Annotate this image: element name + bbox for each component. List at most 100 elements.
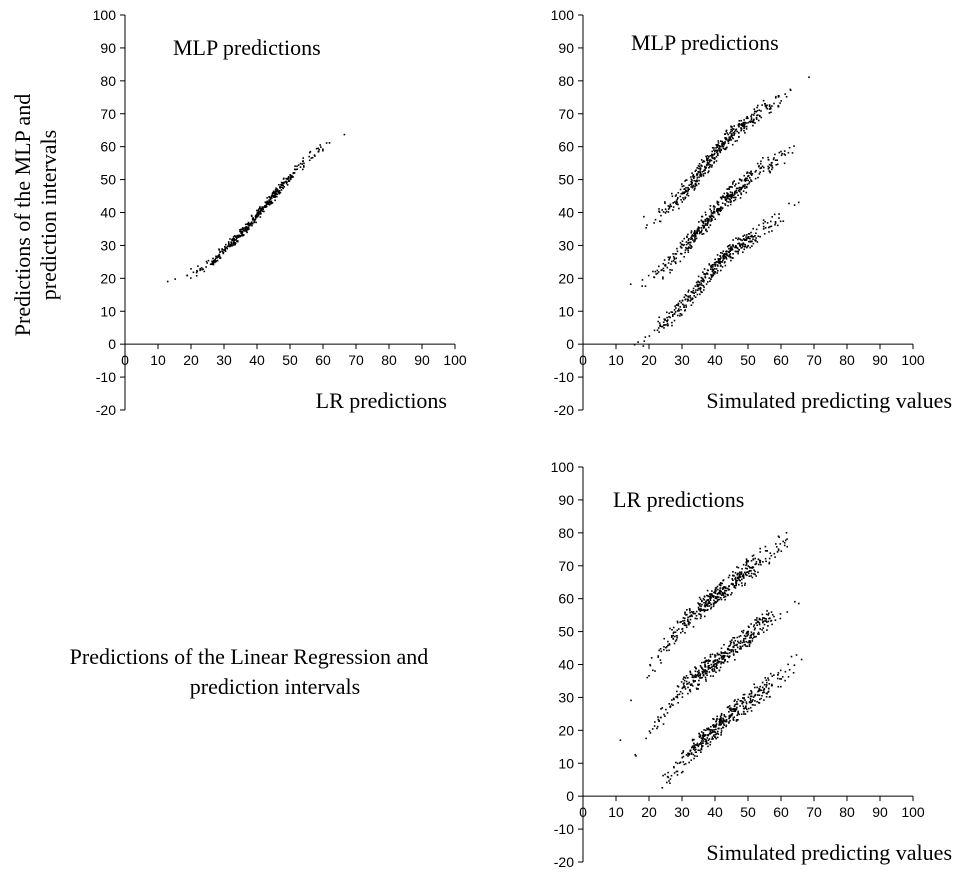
scatter-point: [654, 670, 656, 672]
scatter-point: [703, 160, 706, 163]
x-axis-label: Simulated predicting values: [706, 388, 952, 413]
scatter-point: [768, 612, 770, 615]
scatter-point: [764, 220, 766, 223]
scatter-point: [775, 164, 777, 166]
scatter-point: [692, 611, 695, 613]
scatter-point: [721, 140, 723, 143]
scatter-point: [725, 589, 728, 592]
scatter-point: [756, 241, 759, 243]
scatter-point: [669, 271, 671, 274]
scatter-point: [660, 214, 662, 217]
scatter-point: [719, 591, 721, 594]
scatter-point: [763, 617, 765, 619]
scatter-point: [693, 233, 696, 235]
scatter-point: [729, 132, 731, 134]
scatter-point: [744, 132, 746, 134]
scatter-point: [780, 150, 782, 153]
scatter-point: [750, 174, 753, 176]
scatter-point: [703, 734, 705, 736]
scatter-point: [653, 329, 656, 332]
scatter-point: [711, 590, 713, 592]
scatter-point: [711, 156, 713, 159]
scatter-point: [739, 190, 741, 193]
scatter-point: [707, 595, 710, 598]
x-axis-label: LR predictions: [316, 388, 447, 413]
scatter-point: [744, 180, 747, 182]
scatter-point: [726, 254, 728, 256]
scatter-point: [227, 241, 230, 243]
scatter-point: [701, 233, 703, 235]
scatter-point: [730, 247, 733, 249]
scatter-point: [723, 142, 725, 144]
scatter-point: [676, 197, 679, 199]
scatter-point: [245, 230, 248, 233]
scatter-point: [720, 257, 722, 259]
scatter-point: [676, 310, 679, 312]
scatter-point: [629, 283, 632, 285]
scatter-point: [263, 206, 266, 208]
scatter-point: [730, 128, 732, 131]
scatter-point: [761, 613, 764, 616]
scatter-point: [657, 656, 659, 658]
scatter-point: [696, 617, 698, 620]
scatter-point: [249, 222, 252, 225]
scatter-point: [714, 654, 716, 656]
scatter-point: [745, 238, 747, 241]
scatter-point: [671, 629, 673, 631]
scatter-point: [707, 734, 709, 736]
scatter-point: [711, 730, 714, 732]
scatter-point: [729, 715, 731, 717]
scatter-point: [762, 692, 764, 694]
scatter-point: [793, 145, 795, 147]
scatter-point: [724, 253, 727, 256]
scatter-point: [763, 623, 766, 626]
scatter-point: [286, 181, 288, 183]
scatter-point: [740, 119, 742, 122]
scatter-point: [731, 143, 734, 146]
scatter-point: [195, 271, 198, 274]
scatter-point: [656, 725, 659, 728]
scatter-point: [274, 189, 277, 191]
scatter-point: [708, 219, 710, 221]
scatter-point: [679, 260, 682, 263]
scatter-point: [762, 99, 765, 102]
scatter-point: [692, 235, 695, 237]
scatter-point: [241, 234, 244, 237]
scatter-point: [660, 708, 662, 710]
scatter-point: [778, 213, 780, 215]
scatter-point: [660, 650, 663, 653]
scatter-point: [684, 677, 687, 679]
scatter-point: [733, 642, 735, 645]
y-tick-label: 50: [100, 172, 116, 188]
scatter-point: [713, 210, 716, 213]
scatter-point: [707, 727, 710, 729]
scatter-point: [739, 575, 742, 578]
scatter-point: [645, 737, 647, 740]
scatter-point: [685, 186, 687, 189]
scatter-point: [270, 200, 272, 203]
scatter-point: [717, 270, 719, 272]
scatter-point: [707, 599, 709, 601]
scatter-point: [667, 262, 670, 264]
scatter-point: [795, 654, 798, 656]
scatter-point: [726, 245, 729, 248]
scatter-point: [720, 590, 723, 593]
scatter-point: [763, 699, 765, 701]
scatter-point: [317, 147, 319, 150]
scatter-point: [702, 672, 704, 674]
scatter-point: [274, 195, 277, 198]
scatter-point: [714, 587, 717, 589]
scatter-point: [701, 746, 703, 748]
scatter-point: [264, 201, 267, 203]
scatter-point: [725, 718, 728, 721]
scatter-point: [741, 645, 744, 647]
scatter-point: [214, 261, 216, 264]
scatter-point: [702, 160, 705, 162]
scatter-point: [668, 205, 671, 208]
scatter-point: [720, 716, 722, 719]
scatter-point: [693, 757, 695, 760]
scatter-point: [700, 748, 703, 751]
scatter-point: [714, 271, 716, 273]
scatter-point: [713, 162, 715, 164]
scatter-point: [769, 617, 771, 619]
